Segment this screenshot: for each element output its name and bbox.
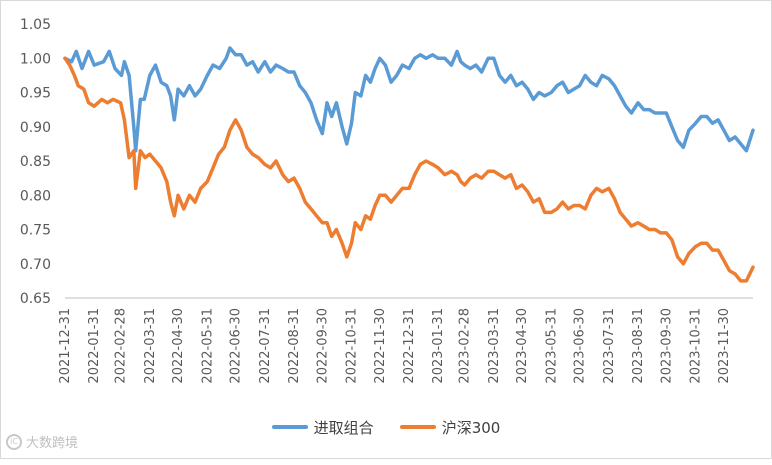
x-tick-label: 2022-12-31 — [402, 308, 417, 384]
x-tick-label: 2023-05-31 — [544, 308, 559, 384]
legend-item-csi300: 沪深300 — [399, 417, 501, 438]
x-tick-label: 2023-02-28 — [458, 308, 473, 384]
legend: 进取组合 沪深300 — [0, 416, 772, 438]
series-lines — [63, 46, 755, 283]
x-tick-label: 2022-05-31 — [200, 308, 215, 384]
x-tick-label: 2022-08-31 — [287, 308, 302, 384]
legend-label-csi300: 沪深300 — [441, 418, 501, 437]
x-tick-label: 2022-04-30 — [171, 308, 186, 384]
x-tick-label: 2022-09-30 — [315, 308, 330, 384]
x-tick-label: 2022-02-28 — [114, 308, 129, 384]
watermark-text: 大数跨境 — [26, 436, 79, 451]
watermark-logo-icon: iC — [6, 433, 22, 450]
series-line-portfolio — [63, 46, 755, 153]
y-axis-labels: 0.65 0.70 0.75 0.80 0.85 0.90 0.95 1.00 1.05 — [20, 17, 51, 307]
x-tick-label: 2023-11-30 — [717, 308, 732, 384]
x-tick-label: 2023-10-31 — [689, 308, 704, 384]
x-tick-label: 2022-01-31 — [87, 308, 102, 384]
x-tick-label: 2022-10-31 — [345, 308, 360, 384]
x-tick-label: 2023-09-30 — [659, 308, 674, 384]
legend-swatch-portfolio — [271, 425, 308, 429]
watermark: iC 大数跨境 — [6, 432, 78, 451]
series-line-csi300 — [63, 56, 755, 283]
x-tick-label: 2023-06-30 — [573, 308, 588, 384]
x-tick-label: 2022-03-31 — [143, 308, 158, 384]
x-tick-label: 2023-01-31 — [431, 308, 446, 384]
y-tick-label: 0.70 — [20, 257, 51, 273]
x-tick-label: 2021-12-31 — [58, 308, 73, 384]
y-tick-label: 0.75 — [20, 223, 51, 239]
y-tick-label: 0.85 — [20, 154, 51, 170]
y-tick-label: 0.65 — [20, 291, 51, 307]
y-tick-label: 1.05 — [20, 17, 51, 33]
legend-swatch-csi300 — [399, 425, 436, 429]
x-tick-label: 2023-04-30 — [515, 308, 530, 384]
y-tick-label: 0.95 — [20, 86, 51, 102]
x-tick-label: 2022-07-31 — [258, 308, 273, 384]
x-tick-label: 2022-06-30 — [229, 308, 244, 384]
x-tick-label: 2023-08-31 — [631, 308, 646, 384]
x-tick-label: 2023-03-31 — [487, 308, 502, 384]
x-axis-labels: 2021-12-31 2022-01-31 2022-02-28 2022-03-31… — [58, 308, 732, 384]
y-tick-label: 0.80 — [20, 188, 51, 204]
y-tick-label: 0.90 — [20, 120, 51, 136]
x-tick-label: 2022-11-30 — [373, 308, 388, 384]
legend-label-portfolio: 进取组合 — [313, 418, 374, 437]
y-tick-label: 1.00 — [20, 51, 51, 67]
legend-item-portfolio: 进取组合 — [271, 417, 374, 438]
x-tick-label: 2023-07-31 — [602, 308, 617, 384]
